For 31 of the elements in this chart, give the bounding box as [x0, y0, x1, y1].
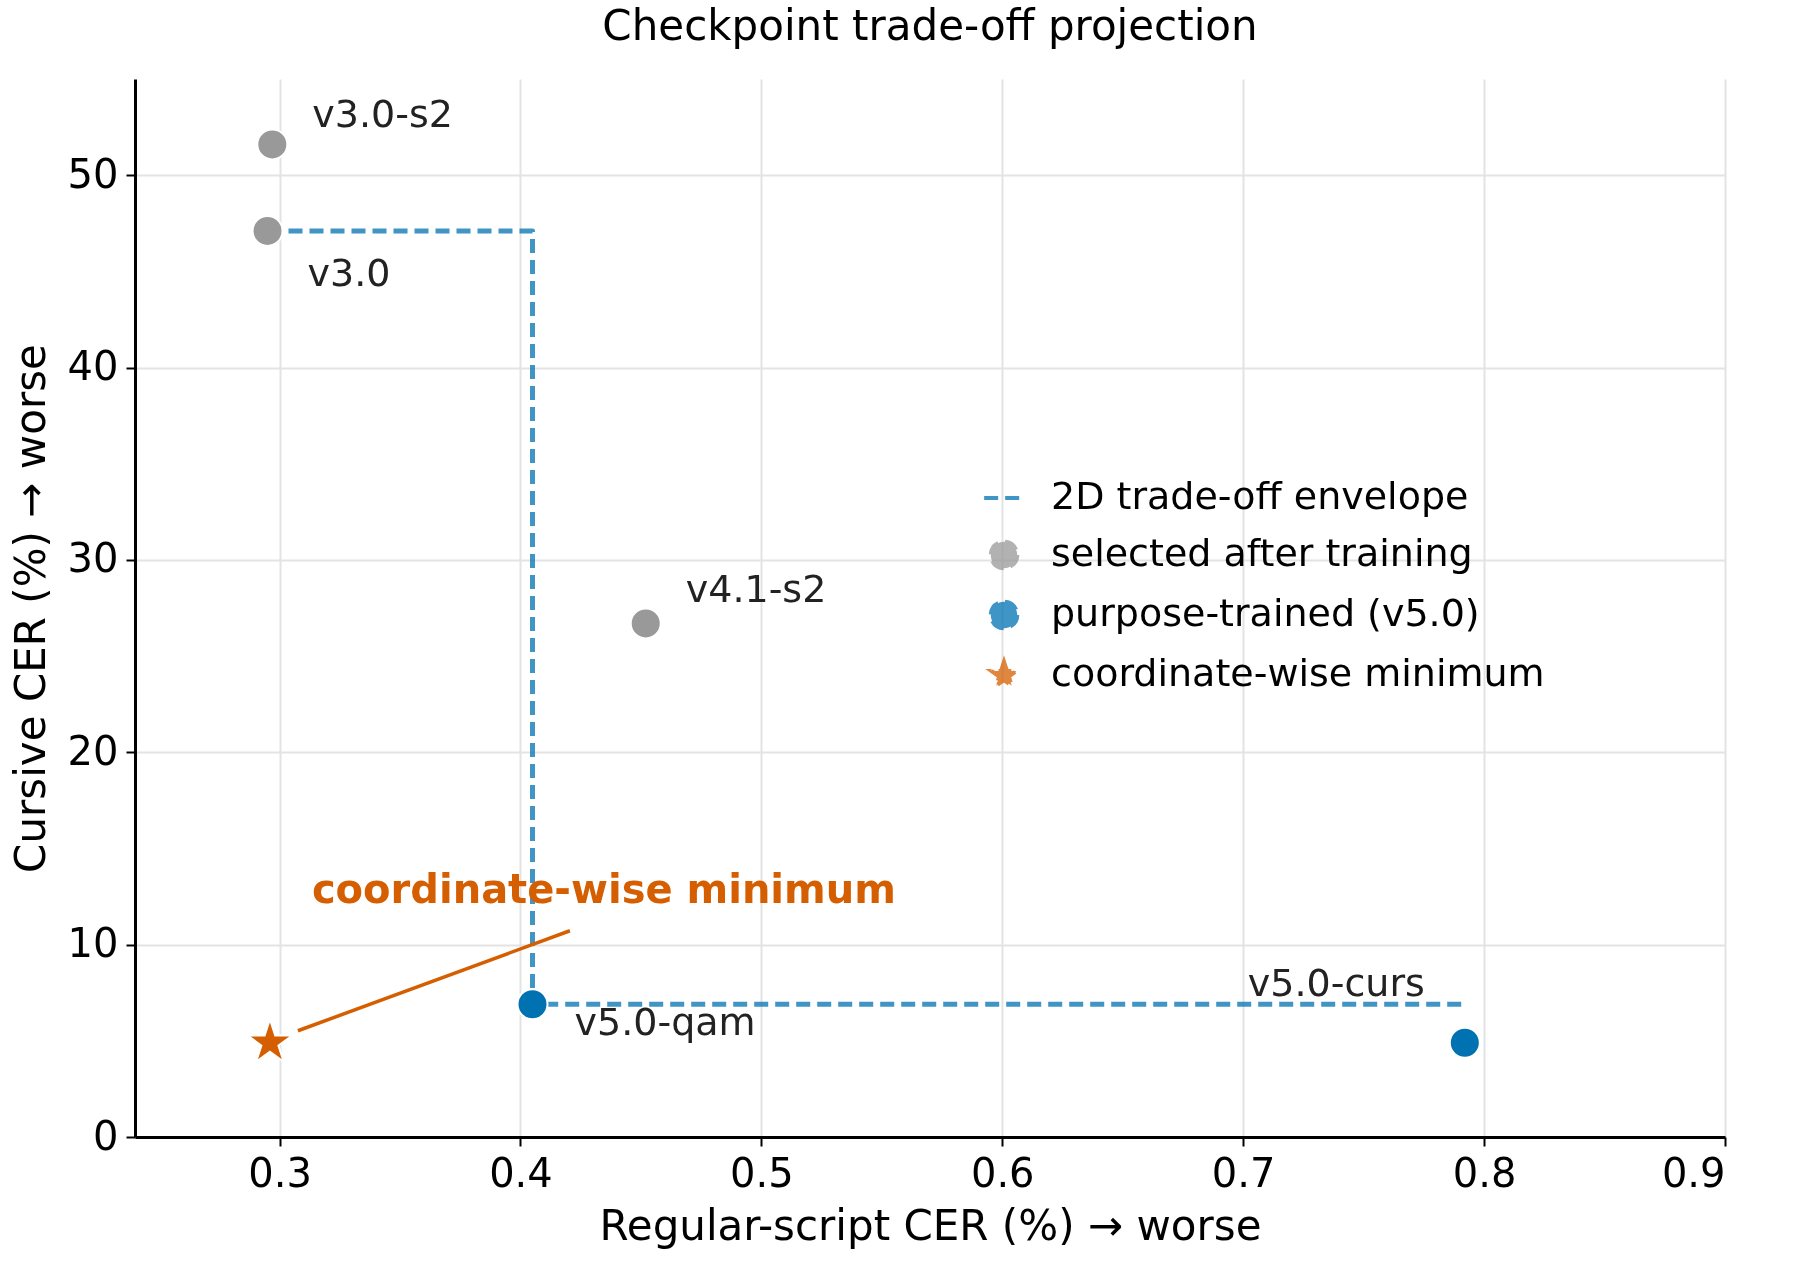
legend-label: purpose-trained (v5.0) — [1051, 591, 1480, 635]
y-tick-label: 40 — [67, 343, 119, 390]
x-axis-title: Regular-script CER (%) → worse — [599, 1200, 1262, 1250]
y-axis-title: Cursive CER (%) → worse — [5, 344, 55, 873]
annotation: v5.0-curs — [1247, 960, 1425, 1005]
x-tick-label: 0.9 — [1661, 1149, 1726, 1196]
legend-label: coordinate-wise minimum — [1051, 651, 1545, 695]
point — [629, 607, 662, 640]
legend-label: selected after training — [1051, 531, 1473, 575]
y-tick-label: 10 — [67, 920, 119, 967]
y-tick-label: 20 — [67, 727, 119, 774]
chart-title: Checkpoint trade-off projection — [602, 1, 1258, 50]
annotation: v5.0-qam — [574, 1000, 756, 1045]
point — [251, 215, 284, 247]
annotation: v4.1-s2 — [685, 567, 827, 612]
annotation: v3.0 — [307, 250, 391, 295]
x-tick-label: 0.8 — [1452, 1149, 1517, 1196]
y-tick-label: 30 — [67, 535, 119, 582]
point — [1448, 1026, 1481, 1059]
x-tick-label: 0.6 — [970, 1149, 1035, 1196]
x-tick-label: 0.7 — [1211, 1149, 1276, 1196]
annotation: coordinate-wise minimum — [311, 865, 896, 912]
x-tick-label: 0.4 — [489, 1149, 553, 1196]
y-tick-label: 0 — [93, 1112, 119, 1159]
point — [516, 988, 549, 1021]
x-tick-label: 0.5 — [730, 1149, 794, 1196]
x-tick-label: 0.3 — [248, 1149, 312, 1196]
point — [256, 128, 289, 161]
y-tick-label: 50 — [67, 150, 119, 197]
annotation: v3.0-s2 — [312, 92, 453, 137]
legend-label: 2D trade-off envelope — [1051, 474, 1469, 518]
